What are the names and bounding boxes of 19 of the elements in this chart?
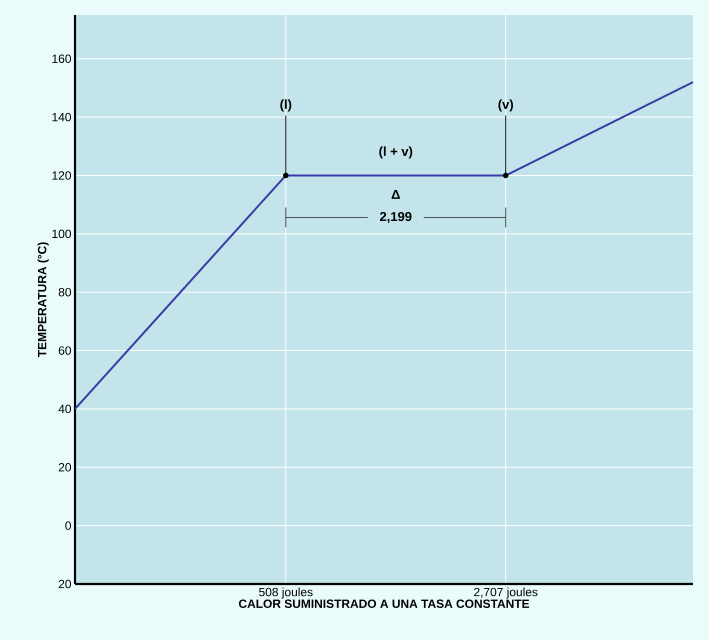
x-tick-label: 508 joules [259, 588, 313, 599]
annotation: Δ [392, 190, 400, 199]
annotation: (l + v) [379, 146, 412, 159]
y-tick-label: 140 [52, 112, 72, 122]
annotation: (l) [280, 99, 292, 112]
y-tick-label: 0 [65, 521, 72, 530]
y-tick-label: 80 [58, 288, 72, 296]
y-tick-label: 40 [58, 404, 72, 414]
annotation: (v) [498, 99, 513, 112]
x-axis-title: CALOR SUMINISTRADO A UNA TASA CONSTANTE [238, 599, 530, 608]
y-axis-title: TEMPERATURA (°C) [38, 242, 49, 358]
y-tick-label: 100 [52, 230, 72, 238]
x-tick-label: 2,707 joules [474, 588, 538, 599]
y-tick-label: 120 [52, 171, 72, 180]
annotation: 2,199 [380, 212, 412, 223]
y-tick-label: 160 [52, 54, 72, 63]
y-tick-label: 60 [58, 346, 72, 355]
y-tick-label: 20 [58, 463, 72, 472]
y-tick-label: 20 [58, 580, 72, 588]
